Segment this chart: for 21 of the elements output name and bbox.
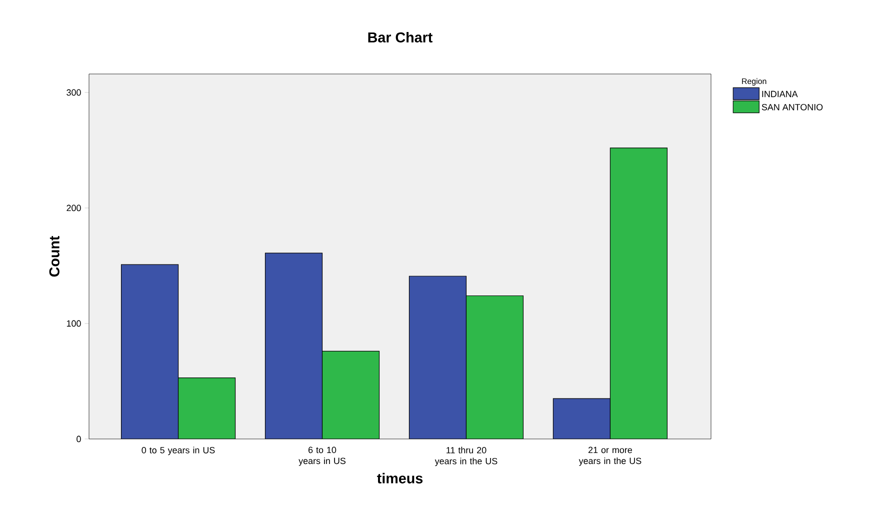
x-tick-label: 0 to 5 years in US (142, 446, 215, 456)
x-tick-label: 11 thru 20 years in the US (434, 446, 498, 466)
legend-label: SAN ANTONIO (762, 104, 823, 110)
x-tick-label: 6 to 10 years in US (298, 446, 346, 466)
legend-label: INDIANA (762, 90, 798, 98)
chart-title: Bar Chart (368, 32, 432, 42)
bar (610, 148, 668, 439)
x-tick-label: 21 or more years in the US (578, 446, 642, 466)
x-axis-title: timeus (377, 472, 423, 484)
y-tick-label: 0 (76, 436, 81, 442)
bar (120, 264, 179, 439)
y-tick-label: 100 (66, 320, 81, 327)
bar (408, 276, 467, 439)
bar (265, 253, 322, 439)
y-tick-label: 200 (66, 204, 81, 212)
bar (178, 377, 236, 439)
bar (466, 295, 524, 439)
y-tick-label: 300 (66, 89, 81, 96)
bar (552, 398, 611, 439)
bar (322, 351, 380, 439)
y-axis-title: Count (49, 236, 60, 277)
